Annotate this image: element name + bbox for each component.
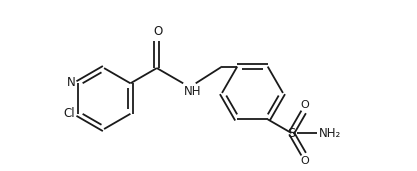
Text: O: O (300, 100, 309, 110)
Text: NH₂: NH₂ (319, 127, 341, 140)
Text: S: S (287, 127, 296, 140)
Text: NH: NH (184, 85, 202, 98)
Text: N: N (67, 76, 75, 89)
Text: O: O (300, 156, 309, 166)
Text: O: O (153, 25, 163, 38)
Text: Cl: Cl (64, 107, 75, 120)
